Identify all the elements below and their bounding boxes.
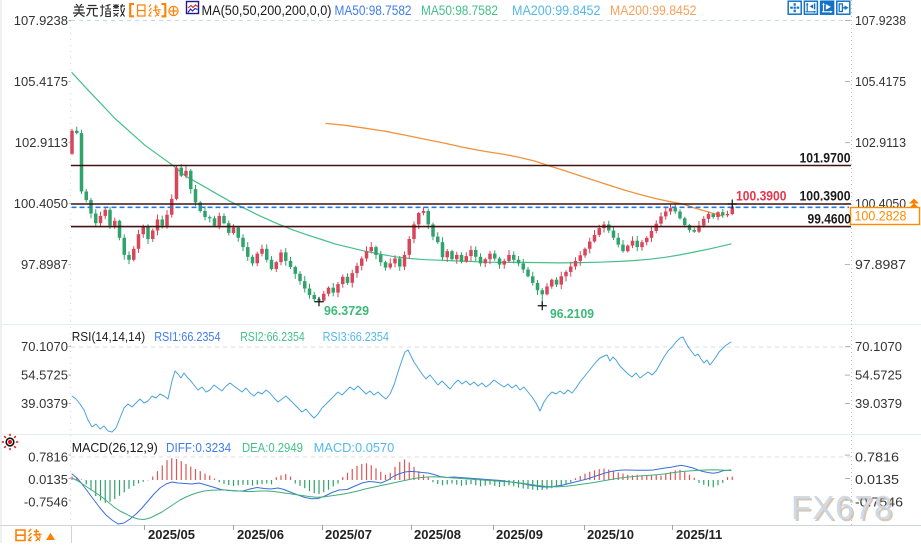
- svg-text:FX678: FX678: [791, 489, 893, 526]
- svg-text:MA50:98.7582: MA50:98.7582: [421, 3, 498, 18]
- svg-text:105.4175: 105.4175: [855, 74, 906, 89]
- svg-text:2025/10: 2025/10: [587, 527, 634, 542]
- svg-text:70.1070: 70.1070: [21, 339, 68, 354]
- svg-text:2025/11: 2025/11: [676, 527, 722, 542]
- svg-text:54.5725: 54.5725: [855, 368, 902, 383]
- svg-text:107.9238: 107.9238: [14, 13, 68, 28]
- svg-text:FX678: FX678: [793, 491, 895, 528]
- svg-text:DIFF:0.3234: DIFF:0.3234: [166, 441, 231, 455]
- svg-text:97.8987: 97.8987: [855, 257, 906, 272]
- svg-text:39.0379: 39.0379: [855, 396, 902, 411]
- svg-text:100.2828: 100.2828: [855, 209, 907, 224]
- svg-text:99.4600: 99.4600: [808, 212, 852, 227]
- svg-text:2025/06: 2025/06: [237, 527, 284, 542]
- svg-text:100.3900: 100.3900: [736, 189, 787, 204]
- svg-text:MA200:99.8452: MA200:99.8452: [610, 3, 697, 18]
- svg-text:-0.7546: -0.7546: [855, 495, 903, 510]
- svg-text:MA50:98.7582: MA50:98.7582: [335, 3, 412, 18]
- svg-text:100.3900: 100.3900: [800, 189, 851, 204]
- svg-text:2025/08: 2025/08: [414, 527, 461, 542]
- svg-text:0.7816: 0.7816: [28, 450, 68, 465]
- svg-text:107.9238: 107.9238: [855, 13, 906, 28]
- svg-text:MACD:0.0570: MACD:0.0570: [314, 441, 395, 455]
- svg-text:DEA:0.2949: DEA:0.2949: [242, 441, 303, 455]
- svg-text:97.8987: 97.8987: [21, 257, 68, 272]
- svg-text:39.0379: 39.0379: [21, 396, 68, 411]
- svg-text:102.9113: 102.9113: [855, 135, 906, 150]
- svg-text:MA(50,50,200,200,0,0): MA(50,50,200,200,0,0): [202, 3, 332, 18]
- svg-text:MA200:99.8452: MA200:99.8452: [512, 3, 601, 18]
- svg-text:105.4175: 105.4175: [14, 74, 68, 89]
- svg-text:54.5725: 54.5725: [21, 368, 68, 383]
- svg-text:RSI(14,14,14): RSI(14,14,14): [72, 330, 145, 344]
- svg-text:96.2109: 96.2109: [550, 306, 594, 321]
- svg-text:102.9113: 102.9113: [15, 135, 68, 150]
- svg-text:2025/05: 2025/05: [148, 527, 195, 542]
- svg-text:101.9700: 101.9700: [800, 151, 851, 166]
- svg-text:2025/07: 2025/07: [325, 527, 372, 542]
- svg-text:0.0135: 0.0135: [855, 472, 899, 487]
- svg-text:MACD(26,12,9): MACD(26,12,9): [72, 441, 158, 455]
- svg-text:RSI3:66.2354: RSI3:66.2354: [323, 330, 389, 344]
- svg-text:0.7816: 0.7816: [855, 450, 899, 465]
- svg-text:100.4050: 100.4050: [14, 196, 68, 211]
- svg-text:0.0135: 0.0135: [28, 472, 68, 487]
- svg-text:RSI2:66.2354: RSI2:66.2354: [240, 330, 305, 344]
- svg-text:-0.7546: -0.7546: [24, 495, 68, 510]
- svg-text:2025/09: 2025/09: [496, 527, 543, 542]
- svg-text:RSI1:66.2354: RSI1:66.2354: [154, 330, 220, 344]
- svg-text:96.3729: 96.3729: [324, 303, 369, 318]
- svg-text:70.1070: 70.1070: [855, 339, 902, 354]
